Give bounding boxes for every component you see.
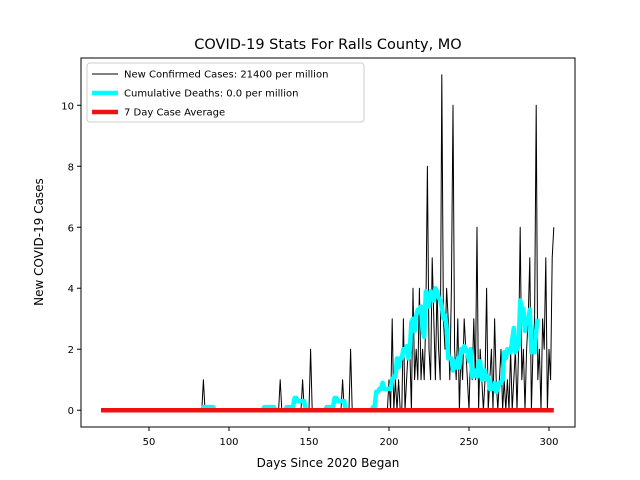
y-tick-label: 0	[68, 406, 74, 417]
y-tick-label: 10	[61, 101, 74, 112]
x-tick-label: 250	[459, 437, 478, 448]
y-tick-label: 6	[68, 223, 74, 234]
legend-label: New Confirmed Cases: 21400 per million	[124, 70, 328, 81]
y-tick-label: 4	[68, 284, 74, 295]
plot-area	[100, 74, 555, 413]
chart-title: COVID-19 Stats For Ralls County, MO	[194, 37, 461, 53]
axes: 50 100 150 200 250 300 0 2 4 6 8 10	[61, 101, 558, 448]
legend: New Confirmed Cases: 21400 per million Cu…	[86, 62, 365, 123]
y-tick-label: 2	[68, 345, 74, 356]
x-axis-label: Days Since 2020 Began	[257, 456, 400, 470]
legend-box	[86, 62, 365, 123]
x-tick-label: 100	[219, 437, 238, 448]
x-tick-label: 50	[143, 437, 156, 448]
y-tick-label: 8	[68, 162, 74, 173]
legend-label: Cumulative Deaths: 0.0 per million	[124, 89, 298, 100]
y-axis-label: New COVID-19 Cases	[32, 178, 46, 306]
legend-label: 7 Day Case Average	[124, 108, 225, 119]
axes-frame	[80, 57, 576, 428]
x-tick-label: 300	[539, 437, 558, 448]
x-tick-label: 200	[379, 437, 398, 448]
x-tick-label: 150	[299, 437, 318, 448]
